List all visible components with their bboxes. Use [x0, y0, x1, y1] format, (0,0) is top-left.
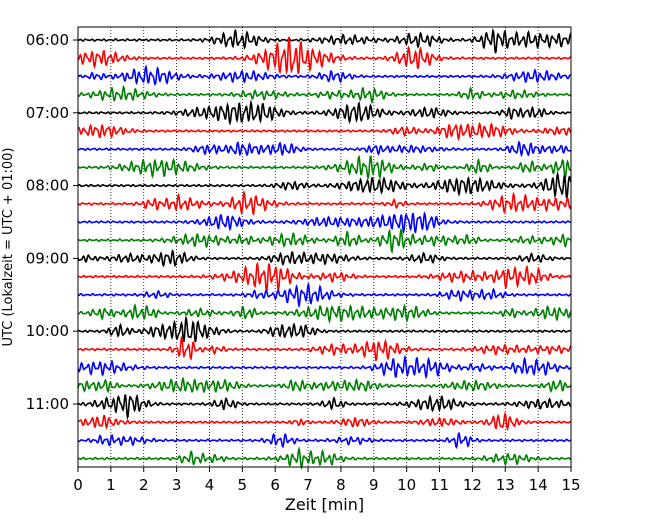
- seismogram-trace: [77, 411, 572, 432]
- x-tick-label: 11: [430, 476, 449, 494]
- y-tick-label: 09:00: [26, 249, 69, 267]
- seismogram-trace: [77, 64, 572, 86]
- seismogram-trace: [77, 85, 572, 105]
- x-tick-label: 5: [238, 476, 248, 494]
- x-tick-label: 14: [529, 476, 548, 494]
- y-tick-label: 07:00: [26, 104, 69, 122]
- x-tick-label: 1: [106, 476, 116, 494]
- x-tick-label: 3: [172, 476, 182, 494]
- x-tick-label: 12: [463, 476, 482, 494]
- seismogram-trace: [77, 393, 572, 421]
- seismogram-trace: [77, 211, 572, 235]
- seismogram-traces: [77, 27, 572, 471]
- seismogram-trace: [77, 36, 572, 75]
- seismogram-trace: [77, 122, 572, 142]
- seismogram-trace: [77, 376, 572, 394]
- seismogram-trace: [77, 303, 572, 324]
- x-tick-label: 4: [205, 476, 215, 494]
- y-axis-title: UTC (Lokalzeit = UTC + 01:00): [1, 148, 16, 347]
- x-tick-label: 7: [303, 476, 313, 494]
- seismogram-trace: [77, 189, 572, 216]
- x-tick-label: 2: [139, 476, 149, 494]
- grid-lines: [110, 27, 539, 467]
- x-tick-label: 0: [73, 476, 83, 494]
- seismogram-trace: [77, 315, 572, 343]
- seismogram-trace: [77, 227, 572, 255]
- seismogram-trace: [77, 431, 572, 450]
- seismogram-trace: [77, 282, 572, 309]
- x-axis: 0 1 2 3 4 5 6 7 8 9 10 11 12 13 14 15: [73, 467, 581, 494]
- y-axis: 06:00 07:00 08:00 09:00 10:00 11:00: [26, 31, 78, 413]
- seismogram-trace: [77, 99, 572, 127]
- y-tick-label: 11:00: [26, 395, 69, 413]
- y-tick-label: 10:00: [26, 322, 69, 340]
- seismogram-trace: [77, 335, 572, 363]
- x-tick-label: 13: [496, 476, 515, 494]
- seismogram-trace: [77, 249, 572, 268]
- x-axis-title: Zeit [min]: [285, 495, 364, 514]
- seismogram-trace: [77, 154, 572, 181]
- plot-frame: [77, 26, 572, 468]
- y-tick-label: 08:00: [26, 177, 69, 195]
- x-tick-label: 9: [369, 476, 379, 494]
- x-tick-label: 6: [270, 476, 280, 494]
- x-tick-label: 10: [397, 476, 416, 494]
- x-tick-label: 15: [561, 476, 580, 494]
- y-tick-label: 06:00: [26, 31, 69, 49]
- seismogram-trace: [77, 27, 572, 54]
- seismogram-trace: [77, 261, 572, 293]
- seismogram-trace: [77, 445, 572, 471]
- seismogram-trace: [77, 354, 572, 380]
- seismogram-trace: [77, 170, 572, 201]
- x-tick-label: 8: [336, 476, 346, 494]
- seismogram-trace: [77, 140, 572, 158]
